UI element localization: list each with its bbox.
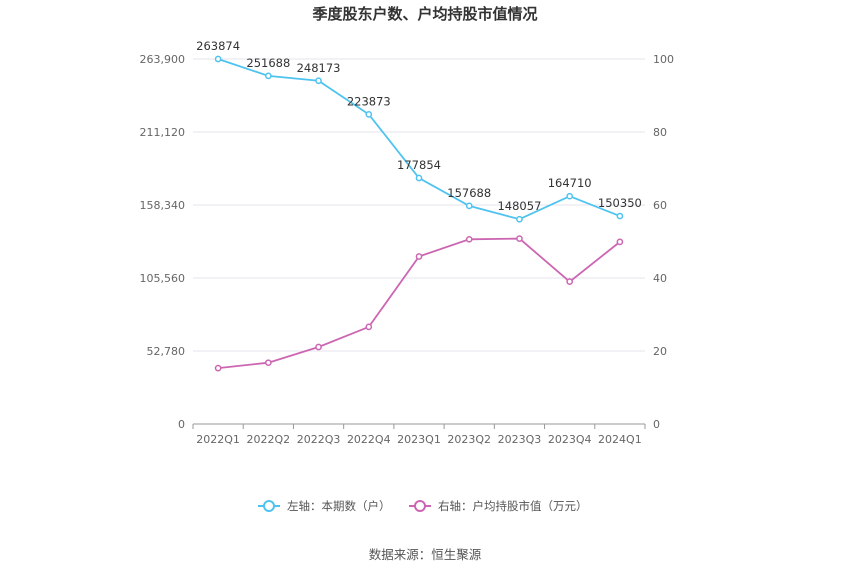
series-left: 263874 251688 248173 223873 177854 157688 1480… xyxy=(196,39,642,223)
data-point[interactable] xyxy=(465,235,473,243)
right-tick-label: 0 xyxy=(653,418,660,431)
x-tick-label: 2023Q4 xyxy=(548,433,592,446)
data-label: 157688 xyxy=(447,186,491,200)
left-tick-label: 105,560 xyxy=(140,272,186,285)
legend-label: 右轴：户均持股市值（万元） xyxy=(438,499,588,513)
data-point[interactable] xyxy=(516,215,523,223)
left-axis-ticks: 0 52,780 105,560 158,340 211,120 263,900 xyxy=(140,53,186,431)
right-tick-label: 100 xyxy=(653,53,674,66)
data-point[interactable] xyxy=(365,323,373,331)
data-point[interactable] xyxy=(315,343,322,351)
left-tick-label: 0 xyxy=(178,418,185,431)
legend-item[interactable]: 右轴：户均持股市值（万元） xyxy=(409,499,588,513)
data-point[interactable] xyxy=(415,174,423,182)
legend-marker-icon xyxy=(263,500,275,512)
data-point[interactable] xyxy=(465,202,473,210)
data-point[interactable] xyxy=(365,111,373,118)
data-point[interactable] xyxy=(264,72,272,80)
data-label: 223873 xyxy=(347,94,391,108)
chart-title: 季度股东户数、户均持股市值情况 xyxy=(312,5,537,23)
right-tick-label: 20 xyxy=(653,345,667,358)
data-point[interactable] xyxy=(616,238,624,246)
series-line xyxy=(217,58,621,221)
series-right xyxy=(214,235,624,372)
x-tick-label: 2022Q2 xyxy=(247,433,291,446)
data-point[interactable] xyxy=(214,55,222,63)
right-axis-ticks: 0 20 40 60 80 100 xyxy=(653,53,674,431)
legend-item[interactable]: 左轴：本期数（户） xyxy=(258,499,391,513)
left-tick-label: 52,780 xyxy=(147,345,186,358)
source-note: 数据来源：恒生聚源 xyxy=(369,547,482,562)
right-tick-label: 60 xyxy=(653,199,667,212)
data-point[interactable] xyxy=(516,235,523,242)
left-tick-label: 211,120 xyxy=(140,126,186,139)
x-tick-label: 2024Q1 xyxy=(598,433,642,446)
data-label: 150350 xyxy=(598,196,642,210)
data-label: 248173 xyxy=(297,61,341,75)
right-tick-label: 80 xyxy=(653,126,667,139)
data-label: 263874 xyxy=(196,39,240,53)
legend-marker-icon xyxy=(414,500,426,512)
data-point[interactable] xyxy=(616,212,624,220)
data-point[interactable] xyxy=(566,192,574,200)
grid-lines xyxy=(193,58,645,425)
x-axis-ticks: 2022Q1 2022Q2 2022Q3 2022Q4 2023Q1 2023Q2 2023… xyxy=(192,424,646,446)
left-tick-label: 158,340 xyxy=(140,199,186,212)
x-tick-label: 2023Q1 xyxy=(397,433,441,446)
left-tick-label: 263,900 xyxy=(140,53,186,66)
data-label: 251688 xyxy=(246,56,290,70)
legend[interactable]: 左轴：本期数（户） 右轴：户均持股市值（万元） xyxy=(258,499,588,513)
data-point[interactable] xyxy=(264,359,272,367)
series-layer: 263874 251688 248173 223873 177854 157688 1480… xyxy=(196,39,642,372)
data-point[interactable] xyxy=(315,77,322,85)
x-tick-label: 2022Q3 xyxy=(297,433,341,446)
right-tick-label: 40 xyxy=(653,272,667,285)
x-tick-label: 2022Q1 xyxy=(196,433,240,446)
data-point[interactable] xyxy=(214,364,222,372)
legend-label: 左轴：本期数（户） xyxy=(287,499,391,513)
x-tick-label: 2022Q4 xyxy=(347,433,391,446)
data-point[interactable] xyxy=(415,253,423,260)
data-label: 148057 xyxy=(497,199,541,213)
x-tick-label: 2023Q2 xyxy=(447,433,491,446)
x-tick-label: 2023Q3 xyxy=(498,433,542,446)
data-label: 164710 xyxy=(548,176,592,190)
data-point[interactable] xyxy=(566,278,574,285)
data-label: 177854 xyxy=(397,158,441,172)
